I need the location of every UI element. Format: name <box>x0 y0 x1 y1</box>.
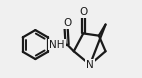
Text: O: O <box>79 7 87 17</box>
Text: NH: NH <box>49 40 65 50</box>
Text: N: N <box>86 60 94 70</box>
Text: O: O <box>63 18 71 28</box>
